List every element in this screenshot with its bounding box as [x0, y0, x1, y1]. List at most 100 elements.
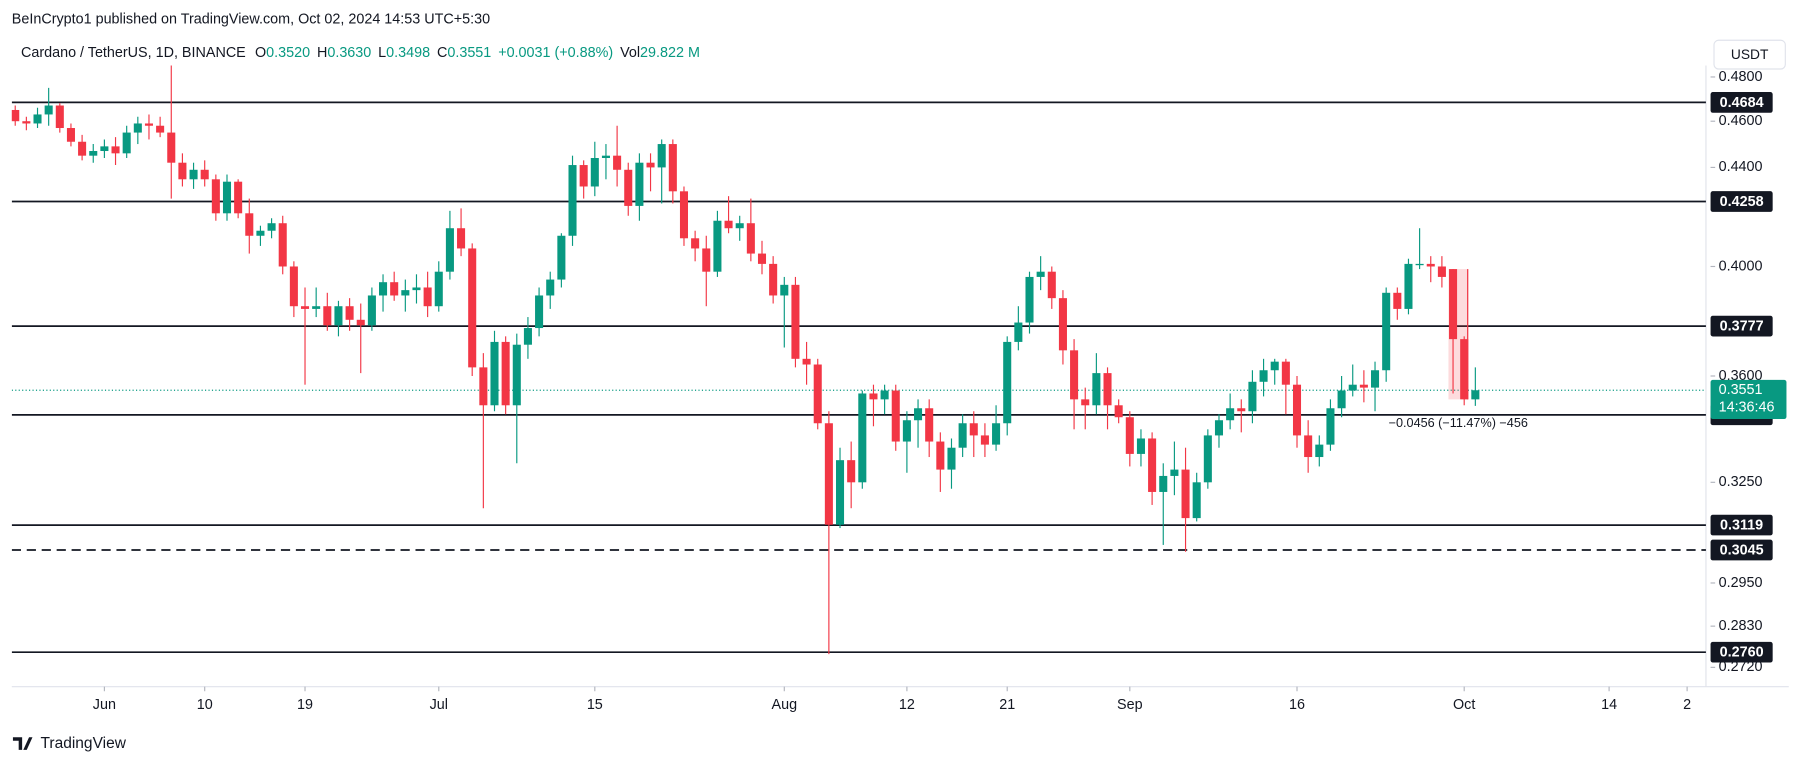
y-tick-label: 0.3250	[1719, 474, 1763, 490]
level-label: 0.3777	[1720, 318, 1764, 334]
candle-body	[379, 282, 388, 296]
x-tick-label: 19	[297, 697, 313, 713]
candle-body	[802, 358, 811, 365]
candle-body	[412, 287, 421, 291]
candle-body	[746, 223, 755, 254]
candle-body	[334, 306, 343, 326]
candle-body	[1415, 263, 1424, 266]
candle-body	[457, 228, 466, 249]
candle-body	[590, 158, 599, 187]
level-label-box	[1710, 641, 1773, 663]
candle-body	[167, 132, 176, 163]
candle-body	[1214, 420, 1224, 436]
legend-key: H	[317, 45, 327, 61]
candle-body	[1437, 266, 1446, 277]
level-label: 0.3045	[1720, 542, 1764, 558]
candle-body	[1192, 482, 1201, 519]
x-tick-label: Aug	[772, 697, 798, 713]
x-tick-label: 21	[999, 697, 1015, 713]
x-tick-label: Oct	[1453, 697, 1475, 713]
legend-key: L	[378, 45, 386, 61]
level-label: 0.2760	[1720, 645, 1764, 661]
candle-body	[601, 155, 610, 159]
candle-body	[835, 460, 845, 525]
legend-volume: 29.822 M	[640, 45, 700, 61]
candle-body	[78, 141, 87, 156]
candle-body	[234, 181, 243, 214]
candle-body	[256, 230, 265, 236]
candle-body	[1259, 370, 1268, 382]
candle-body	[613, 155, 622, 170]
candle-body	[111, 146, 120, 154]
candle-body	[11, 109, 20, 122]
legend-change: +0.0031 (+0.88%)	[498, 45, 613, 61]
candle-body	[434, 271, 443, 307]
candle-body	[646, 162, 655, 168]
candle-body	[947, 447, 956, 470]
candle-body	[657, 144, 666, 168]
candle-body	[1125, 417, 1134, 454]
level-label: 0.3119	[1720, 517, 1763, 533]
candle-body	[936, 441, 945, 470]
x-tick-label: 14	[1601, 697, 1617, 713]
candle-body	[624, 169, 633, 206]
candle-body	[66, 128, 75, 142]
x-tick-label: Jun	[93, 697, 116, 713]
candle-body	[490, 341, 499, 406]
level-label-box	[1710, 315, 1773, 337]
x-tick-label: 15	[587, 697, 603, 713]
candle-body	[211, 179, 220, 214]
candle-body	[847, 460, 856, 483]
candle-body	[1237, 408, 1246, 412]
currency-label[interactable]: USDT	[1731, 47, 1769, 62]
y-tick-label: 0.2830	[1719, 618, 1763, 634]
candle-body	[1070, 350, 1079, 400]
candle-body	[1103, 373, 1112, 406]
candle-body	[635, 162, 644, 206]
candle-body	[1270, 361, 1279, 371]
candle-body	[222, 181, 232, 214]
legend-value: 0.3630	[327, 45, 371, 61]
candle-body	[724, 220, 733, 229]
candle-body	[980, 435, 989, 445]
brand: TradingView	[41, 735, 127, 752]
candle-body	[1014, 322, 1023, 342]
level-label-box	[1710, 191, 1773, 212]
candle-body	[200, 169, 209, 180]
candle-body	[691, 238, 700, 249]
candle-body	[89, 151, 98, 156]
candle-body	[55, 105, 64, 129]
candle-body	[468, 248, 477, 368]
symbol: Cardano / TetherUS, 1D, BINANCE	[21, 45, 246, 61]
x-tick-label: 12	[899, 697, 915, 713]
candle-body	[323, 306, 332, 326]
candle-body	[1058, 298, 1067, 351]
candle-body	[579, 165, 588, 187]
candle-body	[1203, 435, 1212, 483]
candle-body	[1136, 438, 1145, 454]
candle-body	[757, 253, 767, 264]
candle-body	[880, 390, 889, 400]
candle-body	[523, 328, 532, 345]
candle-body	[1003, 341, 1012, 424]
candle-body	[958, 423, 967, 448]
y-tick-label: 0.2720	[1719, 659, 1763, 675]
legend-value: 0.3551	[447, 45, 491, 61]
annotation: −0.0456 (−11.47%) −456	[1389, 416, 1528, 430]
currency-button[interactable]	[1713, 39, 1786, 70]
legend-key: O	[255, 45, 266, 61]
candle-body	[401, 290, 410, 296]
candle-body	[1025, 276, 1034, 323]
candle-body	[312, 306, 321, 309]
y-tick-label: 0.4600	[1719, 113, 1763, 129]
candle-body	[1170, 469, 1179, 476]
legend-key: C	[437, 45, 447, 61]
price-axis: 0.4800 0.4600 0.4400 0.4000 0.3600 0.3250 0.29…	[1710, 69, 1787, 675]
candle-body	[144, 123, 154, 126]
candle-body	[702, 248, 711, 272]
candle-body	[289, 266, 298, 307]
candle-body	[1471, 390, 1480, 400]
